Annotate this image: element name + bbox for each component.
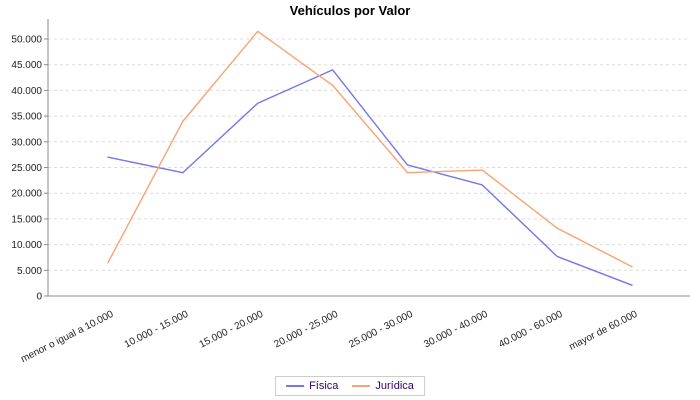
line-chart-plot: 0 5.000 10.000 15.000 20.000 25.000 30.000 35.0… <box>11 19 690 365</box>
y-tick-label: 20.000 <box>11 189 42 200</box>
y-tick-label: 25.000 <box>11 163 42 174</box>
y-tick-label: 40.000 <box>11 86 42 97</box>
legend: Física Jurídica <box>275 376 425 396</box>
chart-title: Vehículos por Valor <box>289 3 411 18</box>
x-category-label: 25.000 - 30.000 <box>347 309 415 351</box>
x-category-label: 40.000 - 60.000 <box>497 309 565 351</box>
legend-item-juridica: Jurídica <box>352 380 414 392</box>
x-category-label: mayor de 60.000 <box>567 309 639 353</box>
y-tick-label: 0 <box>36 292 42 303</box>
y-tick-label: 50.000 <box>11 35 42 46</box>
legend-item-fisica: Física <box>286 380 338 392</box>
y-tick-label: 35.000 <box>11 112 42 123</box>
juridica-line-swatch <box>352 385 371 387</box>
y-tick-label: 15.000 <box>11 214 42 225</box>
series-line-jurdica <box>107 30 633 268</box>
legend-label-fisica: Física <box>309 380 339 392</box>
y-tick-label: 5.000 <box>17 266 42 277</box>
x-category-label: 15.000 - 20.000 <box>198 309 266 351</box>
x-category-label: 10.000 - 15.000 <box>123 309 191 351</box>
x-category-label: 30.000 - 40.000 <box>422 309 490 351</box>
fisica-line-swatch <box>286 385 305 387</box>
y-tick-label: 45.000 <box>11 60 42 71</box>
x-category-label: 20.000 - 25.000 <box>273 309 341 351</box>
series-line-fsica <box>107 69 633 286</box>
y-tick-label: 30.000 <box>11 137 42 148</box>
y-tick-label: 10.000 <box>11 240 42 251</box>
x-category-label: menor o igual a 10.000 <box>19 309 116 365</box>
legend-label-juridica: Jurídica <box>375 380 414 392</box>
